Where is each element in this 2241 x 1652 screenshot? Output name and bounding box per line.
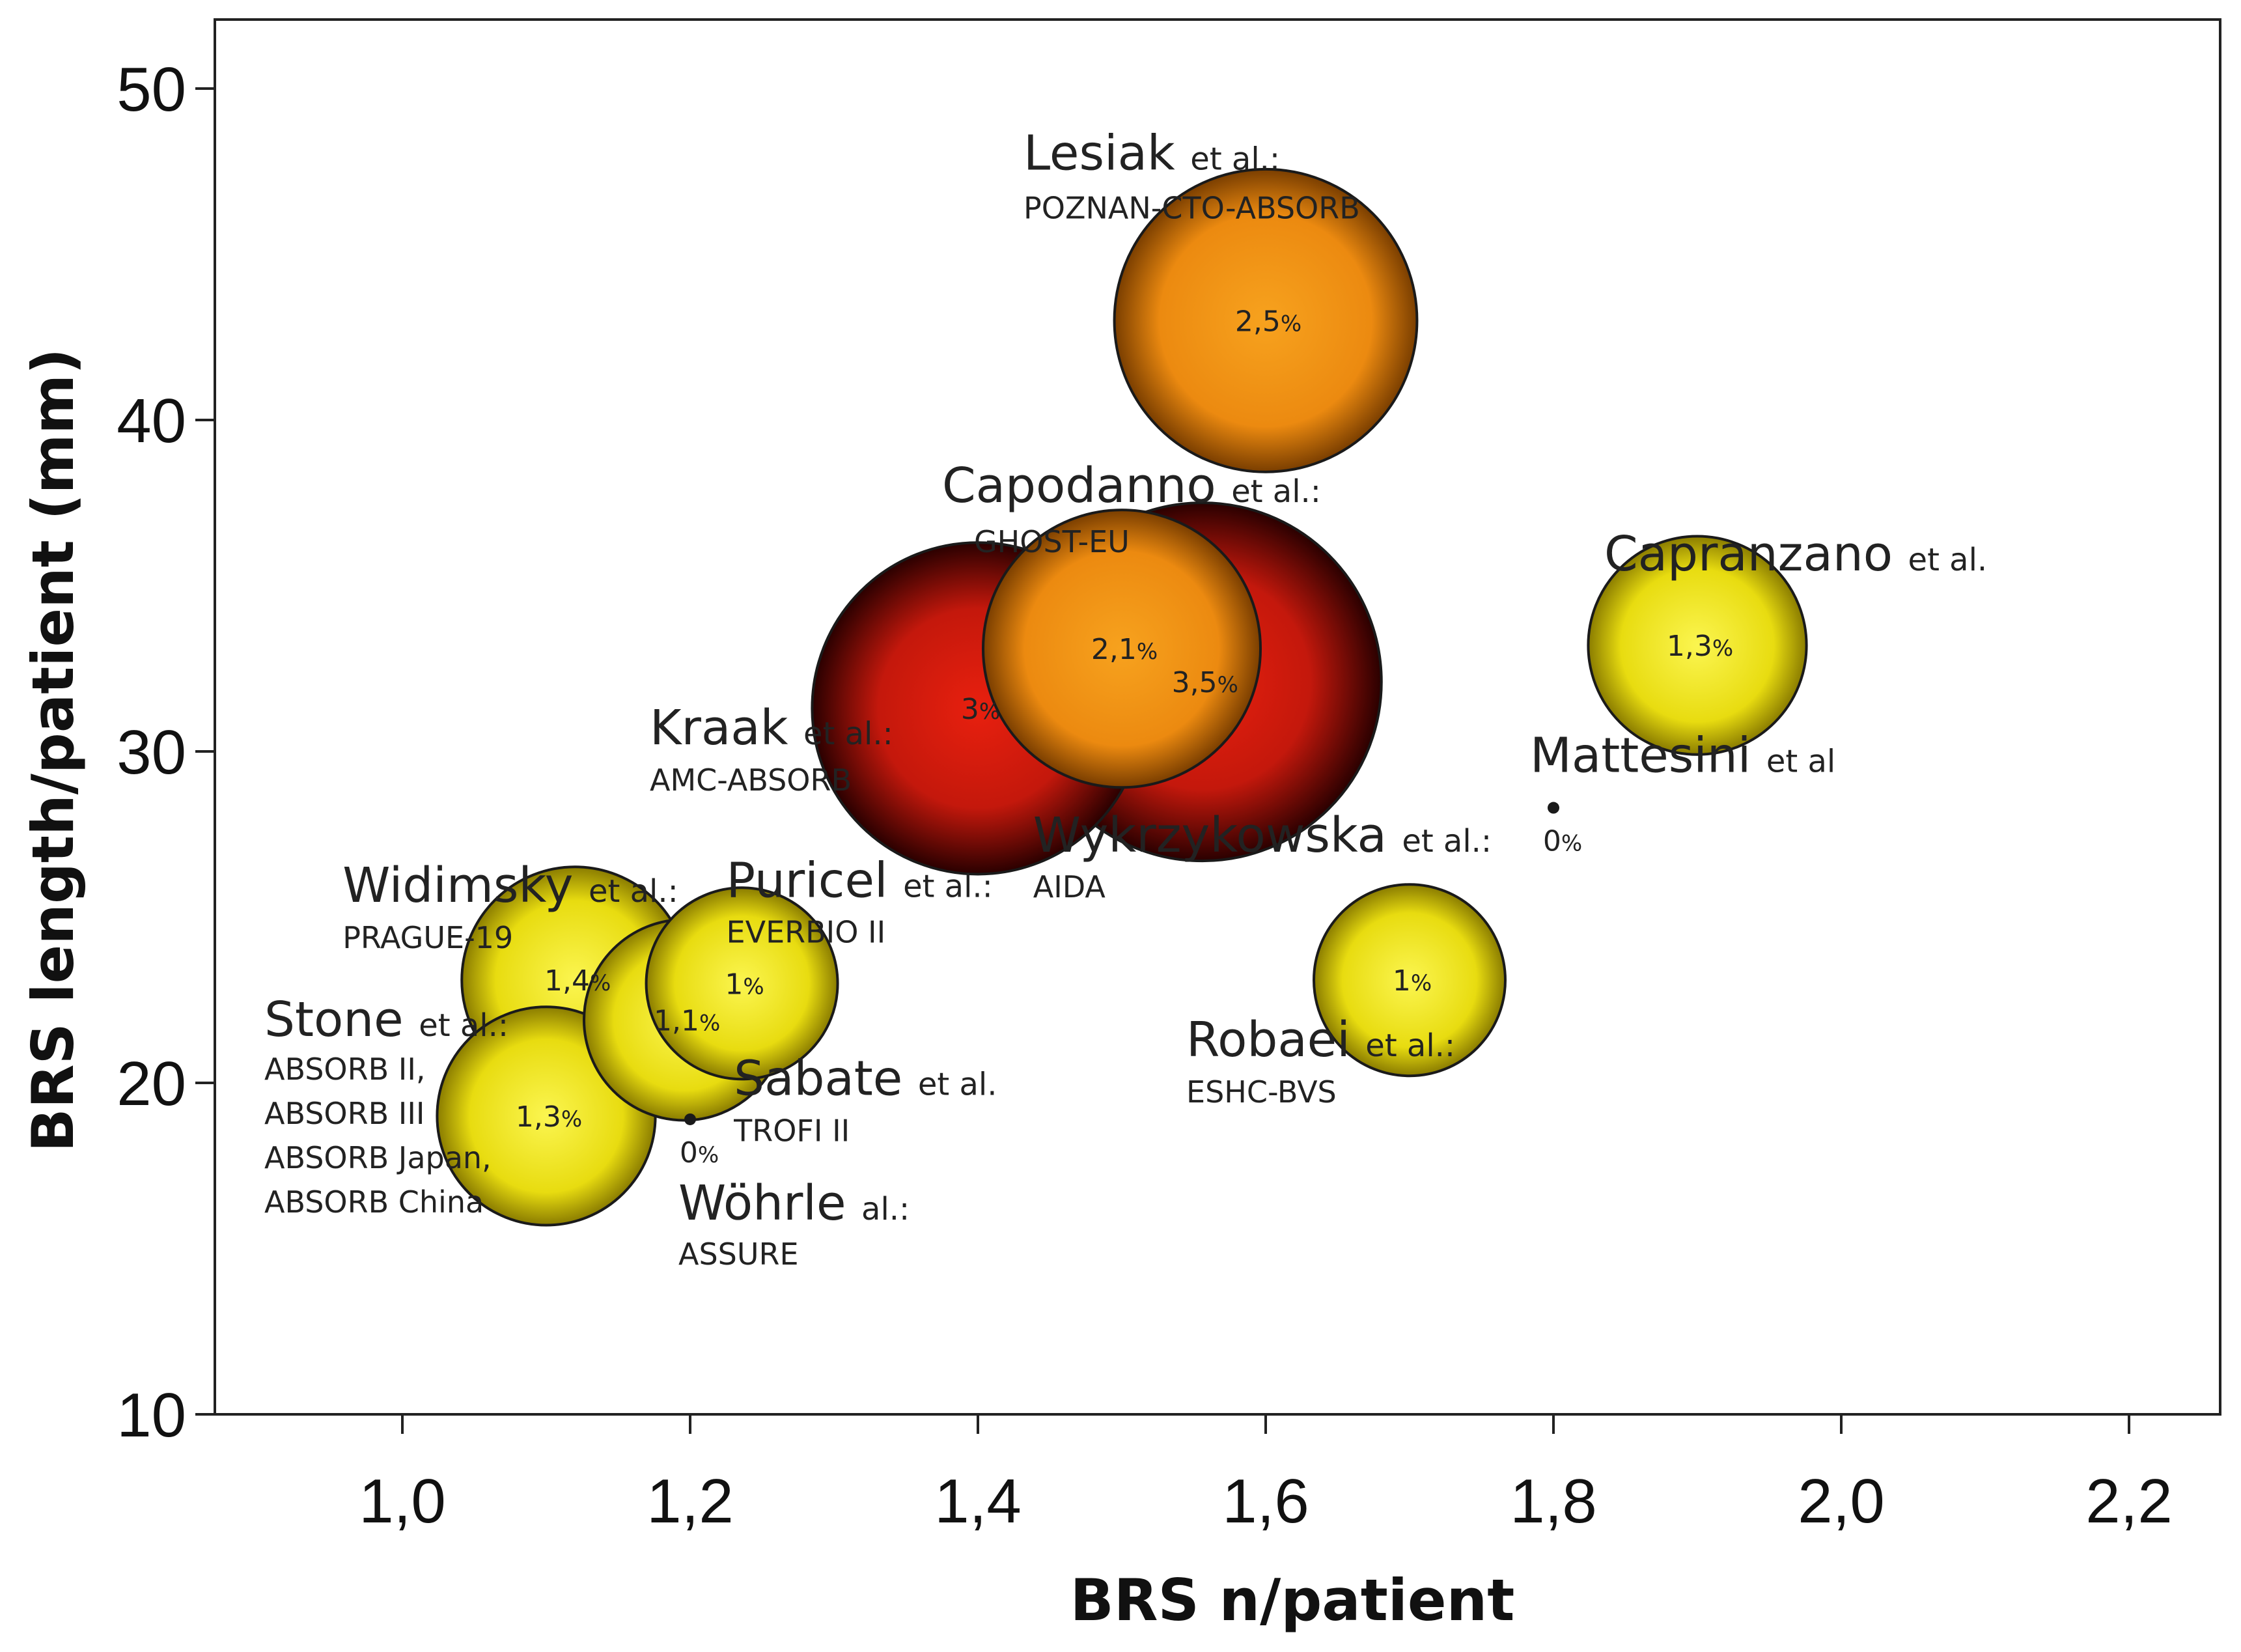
y-tick-label: 40 bbox=[117, 386, 186, 456]
y-tick-label: 50 bbox=[117, 55, 186, 124]
y-tick-label: 20 bbox=[117, 1049, 186, 1119]
bubble-capranzano bbox=[1587, 535, 1808, 756]
rate-label-lesiak: 2,5% bbox=[1235, 305, 1301, 338]
trial-label-widimsky: PRAGUE-19 bbox=[342, 920, 513, 955]
x-tick-label: 1,8 bbox=[1510, 1466, 1596, 1536]
rate-label-widimsky: 1,4% bbox=[544, 964, 611, 998]
bubble-capodanno bbox=[981, 509, 1262, 789]
x-tick-label: 2,0 bbox=[1798, 1466, 1884, 1536]
author-label-puricel: Puricel et al.: bbox=[727, 852, 993, 908]
y-tick-label: 10 bbox=[117, 1380, 186, 1450]
rate-label-wykrzykowska: 3,5% bbox=[1172, 666, 1238, 699]
rate-label-whrle: 0% bbox=[680, 1136, 719, 1169]
trial-label-sabate: TROFI II bbox=[733, 1113, 850, 1148]
trial-label-stone: ABSORB Japan, bbox=[264, 1140, 492, 1175]
y-tick-label: 30 bbox=[117, 718, 186, 787]
trial-label-stone: ABSORB II, bbox=[264, 1052, 426, 1087]
author-label-widimsky: Widimsky et al.: bbox=[342, 858, 678, 914]
x-tick-label: 1,0 bbox=[359, 1466, 445, 1536]
author-label-stone: Stone et al.: bbox=[264, 992, 508, 1048]
bubbles-layer: 2,5%3,5%3%2,1% 1,3%0%1%1,4% 1%1,1%1,3%0% bbox=[436, 167, 1808, 1227]
data-point-mattesini bbox=[1548, 802, 1559, 814]
author-label-capranzano: Capranzano et al. bbox=[1604, 526, 1987, 582]
bubble-robaei bbox=[1313, 883, 1507, 1078]
rate-label-sabate: 1,1% bbox=[654, 1004, 720, 1037]
rate-label-capodanno: 2,1% bbox=[1091, 633, 1158, 666]
author-label-lesiak: Lesiak et al.: bbox=[1023, 125, 1280, 181]
labels-layer: Lesiak et al.: POZNAN-CTO-ABSORB Wykrzykow… bbox=[264, 125, 1987, 1272]
y-axis: 10 20 30 40 50 bbox=[117, 55, 215, 1450]
trial-label-robaei: ESHC-BVS bbox=[1186, 1074, 1337, 1110]
x-tick-label: 1,4 bbox=[934, 1466, 1021, 1536]
author-label-capodanno: Capodanno et al.: bbox=[942, 458, 1321, 514]
trial-label-stone: ABSORB China bbox=[264, 1184, 484, 1220]
author-label-whrle: Wöhrle al.: bbox=[678, 1175, 910, 1231]
rate-label-robaei: 1% bbox=[1393, 964, 1432, 998]
bubble-puricel bbox=[645, 886, 839, 1081]
author-label-robaei: Robaei et al.: bbox=[1186, 1012, 1455, 1068]
trial-label-stone: ABSORB III bbox=[264, 1096, 425, 1131]
author-label-mattesini: Mattesini et al bbox=[1530, 728, 1835, 784]
x-tick-label: 2,2 bbox=[2085, 1466, 2172, 1536]
plot-frame bbox=[214, 18, 2221, 1416]
plot-area-border bbox=[214, 18, 2221, 1416]
author-label-wykrzykowska: Wykrzykowska et al.: bbox=[1033, 807, 1492, 863]
trial-label-puricel: EVERBIO II bbox=[727, 914, 886, 949]
trial-label-whrle: ASSURE bbox=[678, 1237, 799, 1272]
rate-label-stone: 1,3% bbox=[516, 1100, 582, 1134]
trial-label-kraak: AMC-ABSORB bbox=[650, 763, 852, 798]
data-point-whrle bbox=[684, 1113, 696, 1125]
rate-label-puricel: 1% bbox=[725, 968, 764, 1001]
trial-label-wykrzykowska: AIDA bbox=[1033, 869, 1106, 904]
author-label-sabate: Sabate et al. bbox=[734, 1050, 997, 1106]
author-label-kraak: Kraak et al.: bbox=[650, 700, 893, 756]
x-axis: 1,0 1,2 1,4 1,6 1,8 2,0 2,2 bbox=[359, 1414, 2173, 1536]
trial-label-lesiak: POZNAN-CTO-ABSORB bbox=[1023, 190, 1360, 225]
y-axis-title: BRS length/patient (mm) bbox=[20, 348, 87, 1153]
x-axis-title: BRS n/patient bbox=[1070, 1567, 1515, 1634]
x-tick-label: 1,2 bbox=[647, 1466, 733, 1536]
rate-label-capranzano: 1,3% bbox=[1667, 630, 1733, 663]
rate-label-kraak: 3% bbox=[961, 693, 1000, 726]
rate-label-mattesini: 0% bbox=[1543, 825, 1582, 858]
x-tick-label: 1,6 bbox=[1222, 1466, 1309, 1536]
bubble-lesiak bbox=[1113, 167, 1419, 473]
trial-label-capodanno: GHOST-EU bbox=[974, 524, 1130, 559]
